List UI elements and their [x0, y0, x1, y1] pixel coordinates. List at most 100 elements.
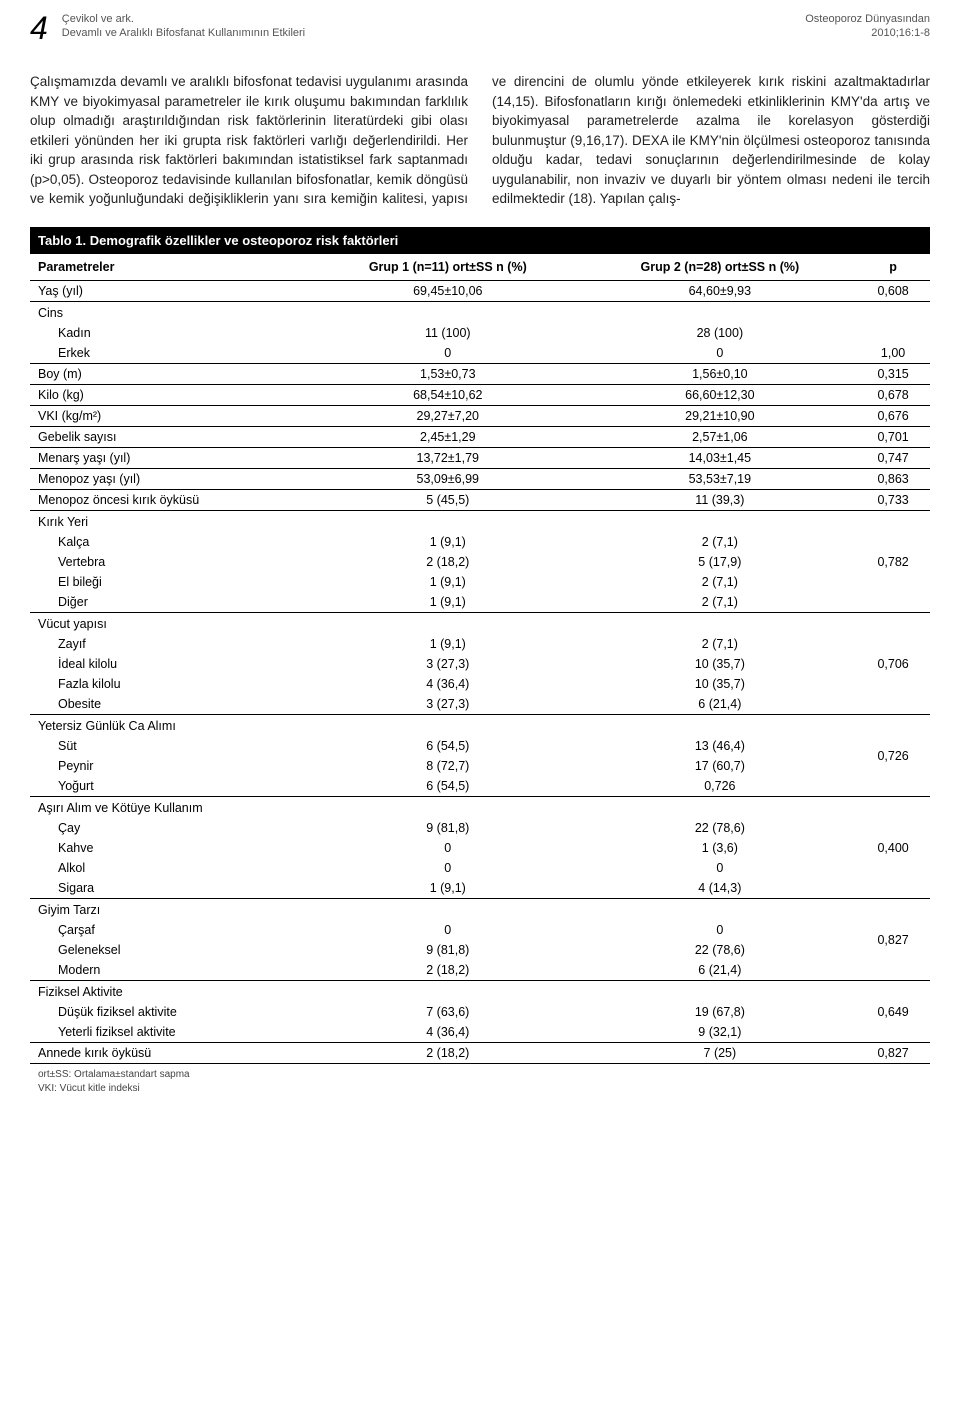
- table-row: El bileği1 (9,1)2 (7,1): [30, 572, 930, 592]
- table-row: Vücut yapısı0,706: [30, 612, 930, 634]
- table-row: Diğer1 (9,1)2 (7,1): [30, 592, 930, 613]
- table-row: Giyim Tarzı0,827: [30, 898, 930, 920]
- table-row: Obesite3 (27,3)6 (21,4): [30, 694, 930, 715]
- cell: 2 (18,2): [312, 1042, 584, 1063]
- cell: 9 (81,8): [312, 940, 584, 960]
- cell: Süt: [30, 736, 312, 756]
- cell: 0,726: [856, 714, 930, 796]
- cell: 14,03±1,45: [584, 447, 857, 468]
- cell: 0,676: [856, 405, 930, 426]
- col-p: p: [856, 254, 930, 281]
- cell: Menarş yaşı (yıl): [30, 447, 312, 468]
- cell: Kilo (kg): [30, 384, 312, 405]
- table-footnote: ort±SS: Ortalama±standart sapma VKI: Vüc…: [30, 1064, 930, 1096]
- cell: Kadın: [30, 323, 312, 343]
- cell: Aşırı Alım ve Kötüye Kullanım: [30, 796, 312, 818]
- table-row: Boy (m)1,53±0,731,56±0,100,315: [30, 363, 930, 384]
- cell: [312, 796, 584, 818]
- footnote-line: ort±SS: Ortalama±standart sapma: [38, 1068, 922, 1082]
- cell: 2,57±1,06: [584, 426, 857, 447]
- cell: Menopoz öncesi kırık öyküsü: [30, 489, 312, 510]
- table-1: Tablo 1. Demografik özellikler ve osteop…: [30, 227, 930, 1096]
- cell: 0: [312, 858, 584, 878]
- cell: 4 (36,4): [312, 674, 584, 694]
- table-row: Yetersiz Günlük Ca Alımı0,726: [30, 714, 930, 736]
- table-row: Menopoz öncesi kırık öyküsü5 (45,5)11 (3…: [30, 489, 930, 510]
- page-number: 4: [30, 12, 48, 44]
- cell: 3 (27,3): [312, 694, 584, 715]
- cell: 1 (9,1): [312, 878, 584, 899]
- cell: Düşük fiziksel aktivite: [30, 1002, 312, 1022]
- cell: Alkol: [30, 858, 312, 878]
- cell: 53,09±6,99: [312, 468, 584, 489]
- cell: Fazla kilolu: [30, 674, 312, 694]
- cell: 17 (60,7): [584, 756, 857, 776]
- table-row: Modern2 (18,2)6 (21,4): [30, 960, 930, 981]
- cell: 28 (100): [584, 323, 857, 343]
- table-row: Alkol00: [30, 858, 930, 878]
- cell: Giyim Tarzı: [30, 898, 312, 920]
- cell: Annede kırık öyküsü: [30, 1042, 312, 1063]
- cell: 4 (14,3): [584, 878, 857, 899]
- table-row: Kalça1 (9,1)2 (7,1): [30, 532, 930, 552]
- cell: 1,53±0,73: [312, 363, 584, 384]
- table-row: Annede kırık öyküsü2 (18,2)7 (25)0,827: [30, 1042, 930, 1063]
- cell: [584, 301, 857, 323]
- cell: [584, 796, 857, 818]
- table-row: Cins1,00: [30, 301, 930, 323]
- cell: 7 (25): [584, 1042, 857, 1063]
- cell: 9 (81,8): [312, 818, 584, 838]
- cell: 1 (3,6): [584, 838, 857, 858]
- cell: 2 (7,1): [584, 634, 857, 654]
- cell: 1 (9,1): [312, 572, 584, 592]
- table-row: Kadın11 (100)28 (100): [30, 323, 930, 343]
- table-row: Süt6 (54,5)13 (46,4): [30, 736, 930, 756]
- cell: 1 (9,1): [312, 634, 584, 654]
- cell: Peynir: [30, 756, 312, 776]
- cell: 0,678: [856, 384, 930, 405]
- cell: 1 (9,1): [312, 592, 584, 613]
- table-row: Menarş yaşı (yıl)13,72±1,7914,03±1,450,7…: [30, 447, 930, 468]
- col-grup2: Grup 2 (n=28) ort±SS n (%): [584, 254, 857, 281]
- table-row: Çarşaf00: [30, 920, 930, 940]
- cell: 3 (27,3): [312, 654, 584, 674]
- table-row: Kahve01 (3,6): [30, 838, 930, 858]
- cell: 2,45±1,29: [312, 426, 584, 447]
- table-row: Yoğurt6 (54,5)0,726: [30, 776, 930, 797]
- table-row: Peynir8 (72,7)17 (60,7): [30, 756, 930, 776]
- table-row: Sigara1 (9,1)4 (14,3): [30, 878, 930, 899]
- cell: Yeterli fiziksel aktivite: [30, 1022, 312, 1043]
- cell: 0: [312, 838, 584, 858]
- cell: İdeal kilolu: [30, 654, 312, 674]
- table-row: Yaş (yıl)69,45±10,0664,60±9,930,608: [30, 280, 930, 301]
- cell: 22 (78,6): [584, 818, 857, 838]
- cell: 0: [312, 343, 584, 364]
- col-grup1: Grup 1 (n=11) ort±SS n (%): [312, 254, 584, 281]
- cell: Yoğurt: [30, 776, 312, 797]
- table-row: VKI (kg/m²)29,27±7,2029,21±10,900,676: [30, 405, 930, 426]
- page-header: 4 Çevikol ve ark. Devamlı ve Aralıklı Bi…: [30, 12, 930, 44]
- cell: 0,315: [856, 363, 930, 384]
- cell: Yaş (yıl): [30, 280, 312, 301]
- cell: Fiziksel Aktivite: [30, 980, 312, 1002]
- cell: [584, 612, 857, 634]
- cell: 29,27±7,20: [312, 405, 584, 426]
- cell: Modern: [30, 960, 312, 981]
- cell: 13,72±1,79: [312, 447, 584, 468]
- header-title: Devamlı ve Aralıklı Bifosfanat Kullanımı…: [62, 26, 305, 40]
- cell: 0,782: [856, 510, 930, 612]
- cell: 0,649: [856, 980, 930, 1042]
- table-row: Aşırı Alım ve Kötüye Kullanım0,400: [30, 796, 930, 818]
- footnote-line: VKI: Vücut kitle indeksi: [38, 1082, 922, 1096]
- table-row: Menopoz yaşı (yıl)53,09±6,9953,53±7,190,…: [30, 468, 930, 489]
- cell: 0,747: [856, 447, 930, 468]
- cell: [584, 510, 857, 532]
- cell: 6 (21,4): [584, 694, 857, 715]
- cell: Menopoz yaşı (yıl): [30, 468, 312, 489]
- cell: 22 (78,6): [584, 940, 857, 960]
- header-journal: Osteoporoz Dünyasından: [805, 12, 930, 26]
- cell: 53,53±7,19: [584, 468, 857, 489]
- cell: 0: [584, 920, 857, 940]
- cell: 64,60±9,93: [584, 280, 857, 301]
- cell: Vücut yapısı: [30, 612, 312, 634]
